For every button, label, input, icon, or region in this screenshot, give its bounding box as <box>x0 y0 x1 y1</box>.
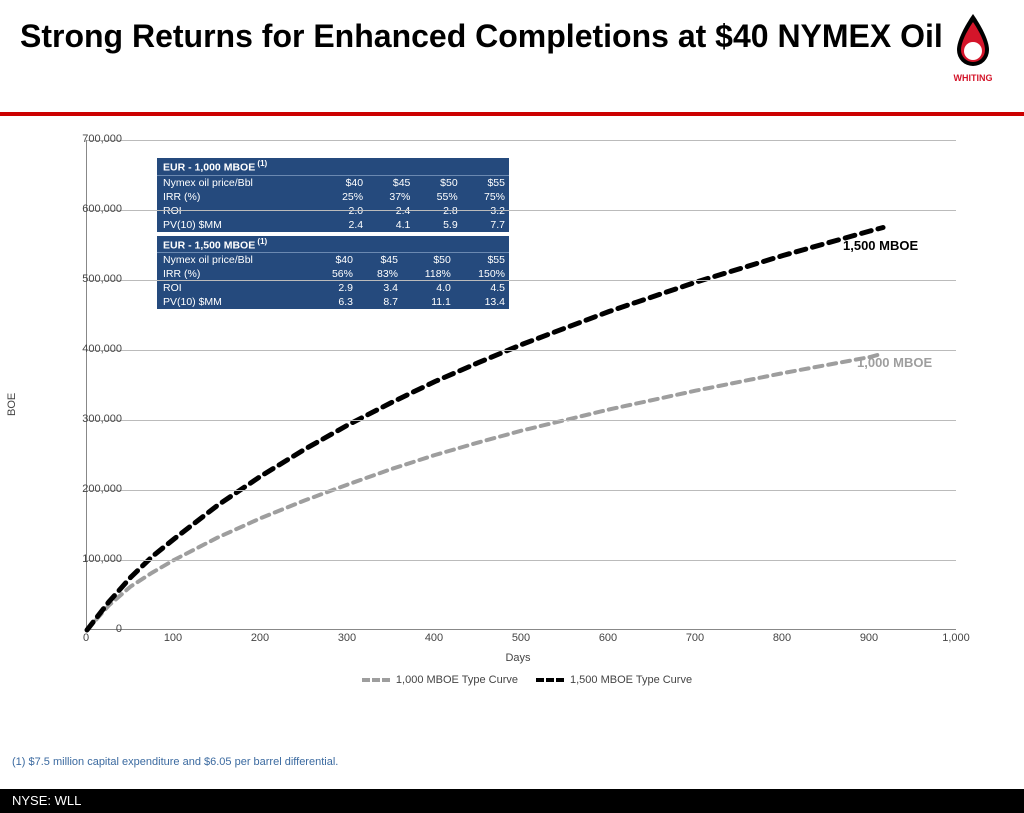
cell: $50 <box>402 253 455 268</box>
gridline <box>87 560 956 561</box>
gridline <box>87 140 956 141</box>
row-label: Nymex oil price/Bbl <box>157 253 312 268</box>
cell: 3.4 <box>357 281 402 295</box>
cell: 13.4 <box>455 295 509 309</box>
x-tick-label: 900 <box>849 632 889 644</box>
x-axis-label: Days <box>36 652 1000 664</box>
series-curve <box>87 354 883 631</box>
row-label: IRR (%) <box>157 190 320 204</box>
y-tick-label: 200,000 <box>66 483 122 495</box>
y-tick-label: 100,000 <box>66 553 122 565</box>
cell: 56% <box>312 267 357 281</box>
logo-text: WHITING <box>942 73 1004 83</box>
table-header: EUR - 1,000 MBOE (1) <box>157 158 509 175</box>
cell: 6.3 <box>312 295 357 309</box>
table-row: Nymex oil price/Bbl$40$45$50$55 <box>157 175 509 190</box>
cell: 11.1 <box>402 295 455 309</box>
cell: 55% <box>414 190 461 204</box>
gridline <box>87 350 956 351</box>
plot-area: EUR - 1,000 MBOE (1)Nymex oil price/Bbl$… <box>86 140 956 630</box>
cell: $55 <box>462 175 509 190</box>
x-tick-label: 800 <box>762 632 802 644</box>
legend-swatch <box>362 678 390 682</box>
row-label: PV(10) $MM <box>157 295 312 309</box>
row-label: Nymex oil price/Bbl <box>157 175 320 190</box>
y-axis-label: BOE <box>6 393 18 416</box>
x-tick-label: 100 <box>153 632 193 644</box>
slide-title: Strong Returns for Enhanced Completions … <box>20 18 943 55</box>
cell: 5.9 <box>414 218 461 232</box>
economics-table: EUR - 1,000 MBOE (1)Nymex oil price/Bbl$… <box>157 158 509 232</box>
x-tick-label: 400 <box>414 632 454 644</box>
chart: BOE EUR - 1,000 MBOE (1)Nymex oil price/… <box>36 130 1000 690</box>
series-label: 1,500 MBOE <box>843 238 918 253</box>
footer-bar: NYSE: WLL <box>0 789 1024 813</box>
table-row: IRR (%)25%37%55%75% <box>157 190 509 204</box>
cell: 25% <box>320 190 367 204</box>
row-label: PV(10) $MM <box>157 218 320 232</box>
x-tick-label: 600 <box>588 632 628 644</box>
cell: 150% <box>455 267 509 281</box>
economics-table: EUR - 1,500 MBOE (1)Nymex oil price/Bbl$… <box>157 236 509 310</box>
y-tick-label: 700,000 <box>66 133 122 145</box>
x-tick-label: 1,000 <box>936 632 976 644</box>
cell: 2.4 <box>320 218 367 232</box>
table-row: IRR (%)56%83%118%150% <box>157 267 509 281</box>
cell: 83% <box>357 267 402 281</box>
x-tick-label: 200 <box>240 632 280 644</box>
cell: $50 <box>414 175 461 190</box>
legend-swatch <box>536 678 564 682</box>
x-tick-label: 300 <box>327 632 367 644</box>
cell: $40 <box>312 253 357 268</box>
series-label: 1,000 MBOE <box>857 355 932 370</box>
cell: 4.5 <box>455 281 509 295</box>
row-label: IRR (%) <box>157 267 312 281</box>
row-label: ROI <box>157 281 312 295</box>
table-row: Nymex oil price/Bbl$40$45$50$55 <box>157 253 509 268</box>
cell: 118% <box>402 267 455 281</box>
legend: 1,000 MBOE Type Curve 1,500 MBOE Type Cur… <box>36 674 1000 686</box>
gridline <box>87 420 956 421</box>
gridline <box>87 280 956 281</box>
x-tick-label: 500 <box>501 632 541 644</box>
y-tick-label: 500,000 <box>66 273 122 285</box>
cell: 2.9 <box>312 281 357 295</box>
table-row: ROI2.93.44.04.5 <box>157 281 509 295</box>
cell: 7.7 <box>462 218 509 232</box>
table-row: PV(10) $MM2.44.15.97.7 <box>157 218 509 232</box>
cell: $40 <box>320 175 367 190</box>
cell: 4.1 <box>367 218 414 232</box>
gridline <box>87 490 956 491</box>
x-tick-label: 700 <box>675 632 715 644</box>
cell: 37% <box>367 190 414 204</box>
gridline <box>87 210 956 211</box>
y-tick-label: 600,000 <box>66 203 122 215</box>
cell: $55 <box>455 253 509 268</box>
cell: 4.0 <box>402 281 455 295</box>
table-row: PV(10) $MM6.38.711.113.4 <box>157 295 509 309</box>
cell: $45 <box>357 253 402 268</box>
cell: 75% <box>462 190 509 204</box>
cell: 8.7 <box>357 295 402 309</box>
y-tick-label: 300,000 <box>66 413 122 425</box>
divider-bar <box>0 112 1024 116</box>
footnote: (1) $7.5 million capital expenditure and… <box>12 756 338 768</box>
legend-label: 1,000 MBOE Type Curve <box>396 674 518 686</box>
embedded-tables: EUR - 1,000 MBOE (1)Nymex oil price/Bbl$… <box>157 158 509 313</box>
cell: $45 <box>367 175 414 190</box>
whiting-logo: WHITING <box>942 12 1004 83</box>
legend-label: 1,500 MBOE Type Curve <box>570 674 692 686</box>
y-tick-label: 400,000 <box>66 343 122 355</box>
x-tick-label: 0 <box>66 632 106 644</box>
table-header: EUR - 1,500 MBOE (1) <box>157 236 509 253</box>
